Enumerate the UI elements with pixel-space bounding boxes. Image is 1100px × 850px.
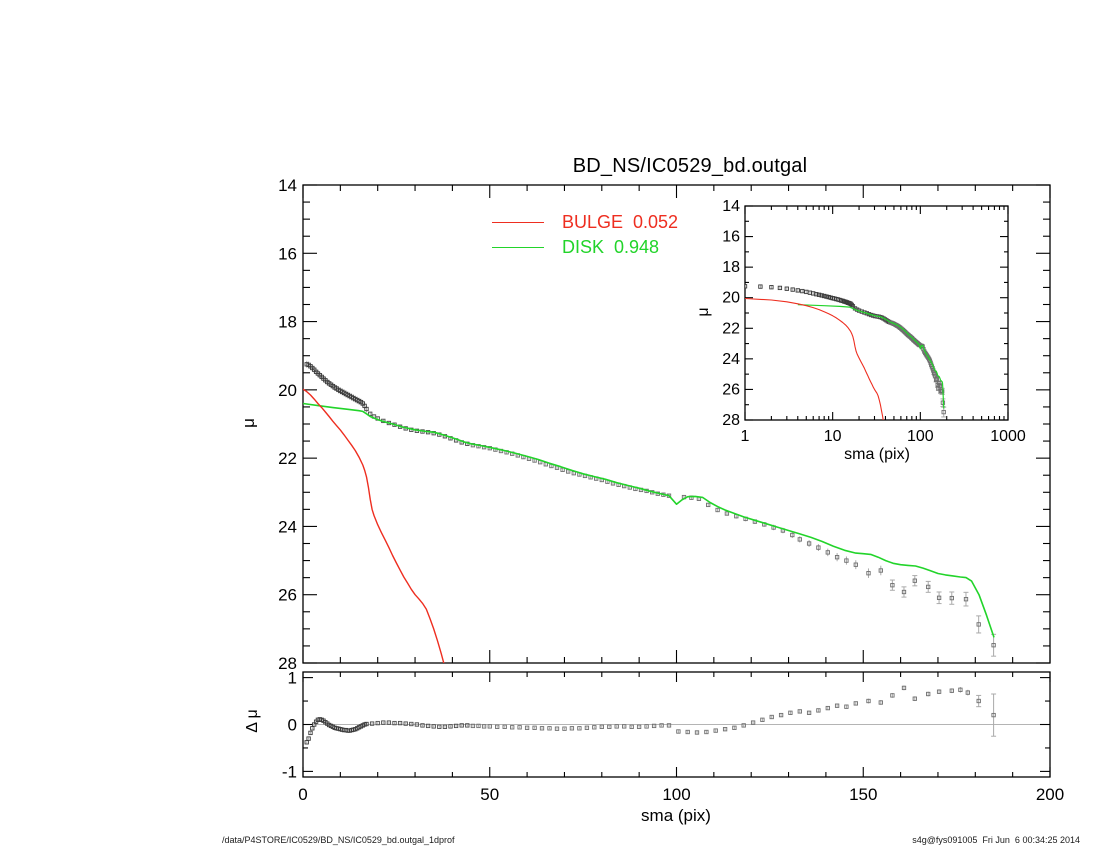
svg-text:24: 24 (278, 517, 297, 536)
bulge-legend-label: BULGE 0.052 (562, 211, 679, 232)
chart-title: BD_NS/IC0529_bd.outgal (572, 155, 808, 177)
svg-text:24: 24 (722, 351, 740, 368)
svg-text:1000: 1000 (990, 428, 1026, 445)
svg-text:28: 28 (278, 654, 297, 673)
residual-y-axis-label: Δ μ (244, 709, 261, 733)
residual-plot: 10-10 50 100 150 200 (282, 669, 1064, 804)
inset-y-axis-label: μ (695, 307, 712, 317)
svg-text:0: 0 (288, 716, 297, 735)
svg-text:-1: -1 (282, 762, 297, 781)
legend-row-bulge: BULGE 0.052 (492, 211, 678, 233)
svg-text:22: 22 (722, 320, 740, 337)
svg-text:26: 26 (278, 586, 297, 605)
svg-text:100: 100 (907, 428, 934, 445)
legend-row-disk: DISK 0.948 (492, 236, 659, 258)
svg-text:22: 22 (278, 449, 297, 468)
svg-text:14: 14 (278, 176, 297, 195)
svg-text:18: 18 (722, 259, 740, 276)
inset-x-axis-label: sma (pix) (844, 446, 910, 463)
svg-text:150: 150 (849, 785, 877, 804)
inset-plot: 14 16 18 20 22 24 26 281 10 100 1000 (722, 198, 1026, 445)
svg-text:16: 16 (278, 244, 297, 263)
svg-text:0: 0 (298, 785, 307, 804)
svg-text:14: 14 (722, 198, 740, 215)
svg-text:18: 18 (278, 313, 297, 332)
svg-text:1: 1 (741, 428, 750, 445)
svg-text:50: 50 (480, 785, 499, 804)
inset-data-series (745, 284, 947, 418)
x-axis-label: sma (pix) (641, 806, 711, 825)
svg-text:1: 1 (288, 669, 297, 688)
disk-legend-label: DISK 0.948 (562, 236, 660, 257)
svg-text:26: 26 (722, 381, 740, 398)
residual-data-series (304, 685, 997, 745)
disk-legend-line (492, 246, 544, 248)
main-y-axis-label: μ (239, 418, 258, 428)
main-data-series (304, 360, 997, 657)
svg-text:200: 200 (1036, 785, 1064, 804)
svg-text:100: 100 (662, 785, 690, 804)
svg-text:10: 10 (824, 428, 842, 445)
svg-text:28: 28 (722, 412, 740, 429)
svg-text:20: 20 (722, 290, 740, 307)
footer-user-timestamp: s4g@fys091005 Fri Jun 6 00:34:25 2014 (912, 835, 1080, 845)
footer-file-path: /data/P4STORE/IC0529/BD_NS/IC0529_bd.out… (222, 835, 455, 845)
main-plot: 14 16 18 20 22 24 26 28 (278, 176, 1051, 673)
svg-text:16: 16 (722, 229, 740, 246)
bulge-legend-line (492, 221, 544, 223)
svg-text:20: 20 (278, 381, 297, 400)
